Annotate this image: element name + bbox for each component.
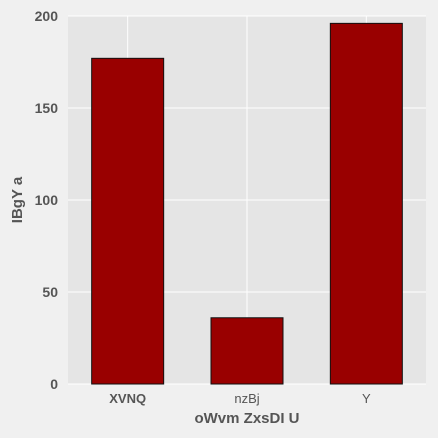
x-tick-labels: XVNQ nzBj Y (109, 391, 371, 406)
y-tick-label: 0 (50, 376, 58, 392)
bars (91, 22, 403, 385)
x-tick-label: nzBj (234, 391, 259, 406)
x-axis-label: oWvm ZxsDI U (194, 410, 299, 427)
bar-Y (329, 22, 403, 385)
y-tick-label: 100 (35, 192, 59, 208)
y-tick-label: 200 (35, 8, 59, 24)
x-tick-label: Y (362, 391, 371, 406)
y-tick-label: 50 (42, 284, 58, 300)
y-axis-label: IBgY a (9, 176, 26, 223)
x-tick-label: XVNQ (109, 391, 146, 406)
bar-XVNQ (91, 57, 165, 385)
y-tick-label: 150 (35, 100, 59, 116)
bar-nzBj (210, 317, 284, 385)
y-tick-labels: 0 50 100 150 200 (35, 8, 59, 392)
